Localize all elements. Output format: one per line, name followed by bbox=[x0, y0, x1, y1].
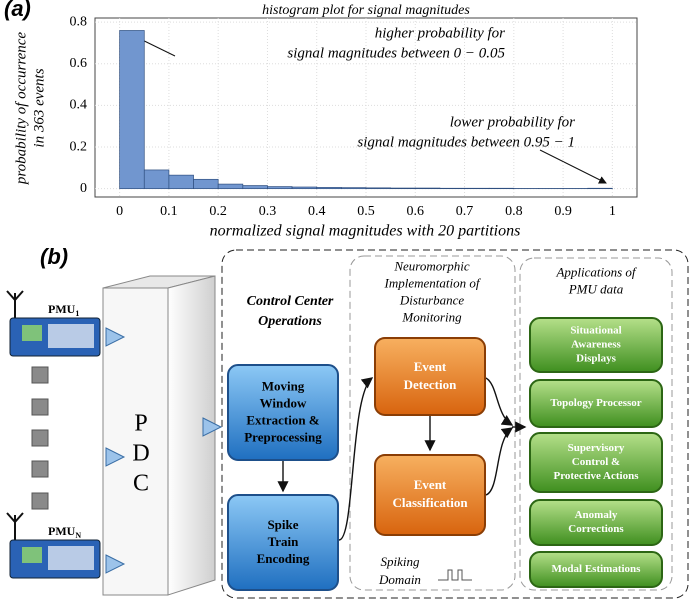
label-line: Spike bbox=[267, 517, 298, 532]
x-tick-label: 1 bbox=[609, 204, 616, 219]
y-tick-label: 0.2 bbox=[70, 139, 88, 154]
label-line: Window bbox=[260, 395, 307, 410]
pdc-letter: D bbox=[132, 441, 149, 467]
label-line: Awareness bbox=[571, 339, 621, 351]
label-line: Train bbox=[268, 534, 300, 549]
label-line: Moving bbox=[262, 378, 305, 393]
label-line: Preprocessing bbox=[244, 429, 322, 444]
label-line: Control & bbox=[572, 456, 620, 468]
bar bbox=[391, 188, 416, 189]
pmu-label: PMUN bbox=[48, 524, 81, 540]
bar bbox=[243, 186, 268, 189]
label-line: Event bbox=[414, 359, 447, 374]
bar bbox=[366, 188, 391, 189]
x-tick-label: 0 bbox=[116, 204, 123, 219]
bar bbox=[267, 187, 292, 189]
y-tick-label: 0 bbox=[80, 181, 87, 196]
label-line: Control Center bbox=[247, 294, 334, 309]
label-line: Displays bbox=[576, 353, 616, 365]
label-line: Protective Actions bbox=[553, 470, 639, 482]
y-tick-label: 0.6 bbox=[70, 56, 88, 71]
pmu-screen bbox=[22, 325, 42, 341]
pdc-letter: P bbox=[134, 411, 147, 437]
figure: PMU1PMUN Control CenterOperationsMovingW… bbox=[0, 0, 694, 603]
label-line: Operations bbox=[258, 314, 322, 329]
pmu-panel bbox=[48, 546, 94, 570]
y-tick-label: 0.4 bbox=[70, 98, 88, 113]
pdc-letter: C bbox=[133, 471, 149, 497]
x-tick-label: 0.6 bbox=[407, 204, 425, 219]
label-line: Encoding bbox=[257, 551, 310, 566]
label-line: Detection bbox=[404, 377, 457, 392]
y-axis-label: probability of occurrence bbox=[13, 32, 29, 186]
pmu-stack bbox=[32, 367, 48, 509]
x-tick-label: 0.8 bbox=[505, 204, 523, 219]
pmu-name: PMU bbox=[48, 524, 76, 538]
pmu-index: N bbox=[75, 531, 81, 540]
label-line: PMU data bbox=[568, 281, 624, 296]
label-line: Disturbance bbox=[399, 292, 465, 307]
annotation-arrow bbox=[540, 150, 606, 183]
x-tick-label: 0.9 bbox=[554, 204, 572, 219]
bar bbox=[194, 179, 219, 188]
x-tick-label: 0.5 bbox=[357, 204, 375, 219]
spike-icon bbox=[438, 570, 472, 580]
annotation: higher probability for bbox=[375, 25, 505, 41]
x-tick-label: 0.2 bbox=[209, 204, 227, 219]
x-axis-label: normalized signal magnitudes with 20 par… bbox=[210, 223, 521, 240]
panel-label: (b) bbox=[40, 244, 68, 269]
y-axis-label: in 363 events bbox=[31, 68, 47, 147]
bar bbox=[415, 188, 440, 189]
label-line: Situational bbox=[570, 325, 621, 337]
bar bbox=[144, 170, 169, 189]
label-line: Spiking bbox=[381, 554, 420, 569]
bar bbox=[169, 175, 194, 189]
label-line: Implementation of bbox=[384, 275, 482, 290]
label-line: Extraction & bbox=[246, 412, 319, 427]
x-tick-label: 0.7 bbox=[456, 204, 474, 219]
bar bbox=[292, 187, 317, 189]
annotation: signal magnitudes between 0.95 − 1 bbox=[357, 134, 575, 150]
label-line: Supervisory bbox=[568, 442, 625, 454]
label-line: Domain bbox=[378, 572, 421, 587]
bar bbox=[218, 184, 243, 189]
bar bbox=[317, 187, 342, 188]
label-line: Topology Processor bbox=[550, 397, 641, 409]
label-line: Anomaly bbox=[575, 509, 618, 521]
bar bbox=[341, 188, 366, 189]
pmu-panel bbox=[48, 324, 94, 348]
label-line: Corrections bbox=[568, 523, 624, 535]
pmu-index: 1 bbox=[75, 309, 79, 318]
label-line: Event bbox=[414, 477, 447, 492]
label-line: Neuromorphic bbox=[393, 258, 470, 273]
chart-title: histogram plot for signal magnitudes bbox=[262, 3, 470, 18]
pmu-label: PMU1 bbox=[48, 302, 79, 318]
label-line: Applications of bbox=[555, 264, 637, 279]
pdc-side bbox=[168, 276, 215, 595]
label-line: Modal Estimations bbox=[552, 563, 642, 575]
annotation: lower probability for bbox=[450, 114, 575, 130]
bar bbox=[120, 30, 145, 188]
pmu-screen bbox=[22, 547, 42, 563]
pmu-name: PMU bbox=[48, 302, 76, 316]
x-tick-label: 0.3 bbox=[259, 204, 277, 219]
annotation: signal magnitudes between 0 − 0.05 bbox=[287, 45, 505, 61]
x-tick-label: 0.1 bbox=[160, 204, 178, 219]
label-line: Classification bbox=[392, 495, 468, 510]
panel-label: (a) bbox=[4, 0, 31, 21]
y-tick-label: 0.8 bbox=[70, 14, 88, 29]
label-line: Monitoring bbox=[401, 309, 462, 324]
x-tick-label: 0.4 bbox=[308, 204, 326, 219]
